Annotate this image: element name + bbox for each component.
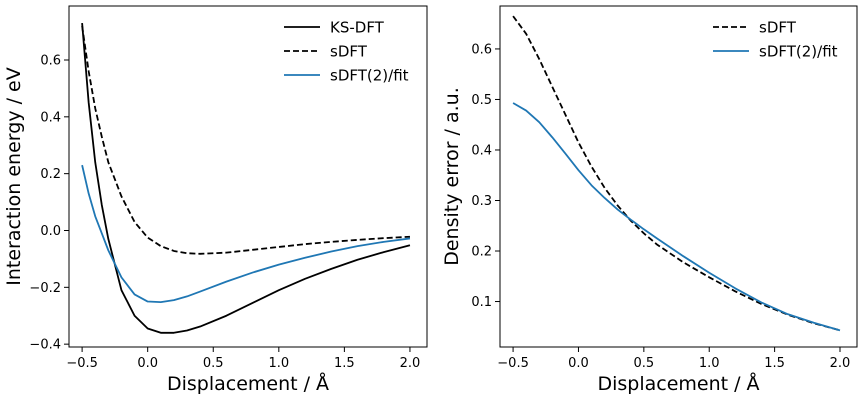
right-chart-density-error: −0.5 0.0 0.5 1.0 1.5 2.0 0.1 0.2 0.3 0.4 0.5 0.6 Dis… — [441, 5, 858, 395]
y-tick-label: 0.6 — [40, 53, 61, 68]
y-tick-label: 0.2 — [40, 167, 61, 182]
x-tick-label: 2.0 — [830, 356, 851, 371]
y-tick-label: 0.4 — [40, 110, 61, 125]
y-axis-label: Interaction energy / eV — [3, 67, 25, 286]
series-line-sdft-2-fit — [81, 164, 411, 303]
y-axis-label: Density error / a.u. — [441, 87, 463, 266]
x-tick-label: 1.0 — [268, 356, 289, 371]
plot-frame — [68, 5, 428, 348]
x-tick-label: −0.5 — [497, 356, 529, 371]
y-tick-label: 0.0 — [40, 224, 61, 239]
y-tick-label: 0.2 — [471, 245, 492, 260]
x-tick-label: 0.5 — [634, 356, 655, 371]
legend-label: sDFT — [330, 43, 368, 61]
plot-frame — [499, 5, 858, 348]
y-tick-label: 0.4 — [471, 143, 492, 158]
y-tick-label: 0.6 — [471, 42, 492, 57]
series-line-sdft-2-fit — [512, 102, 841, 332]
x-tick-label: 1.5 — [334, 356, 355, 371]
x-tick-label: 1.5 — [764, 356, 785, 371]
series-line-ks-dft — [81, 22, 411, 334]
x-tick-label: 0.5 — [203, 356, 224, 371]
legend-label: KS-DFT — [330, 19, 385, 37]
y-tick-label: −0.2 — [29, 281, 61, 296]
legend: KS-DFT sDFT sDFT(2)/fit — [284, 19, 409, 85]
y-tick-label: 0.3 — [471, 194, 492, 209]
series-line-sdft — [512, 15, 841, 332]
x-tick-label: 1.0 — [699, 356, 720, 371]
x-tick-label: 0.0 — [137, 356, 158, 371]
y-tick-label: −0.4 — [29, 338, 61, 353]
legend-label: sDFT(2)/fit — [759, 43, 838, 61]
x-axis-label: Displacement / Å — [597, 372, 759, 395]
y-tick-label: 0.1 — [471, 295, 492, 310]
series-line-sdft — [81, 25, 410, 255]
legend: sDFT sDFT(2)/fit — [713, 19, 838, 61]
x-tick-label: −0.5 — [66, 356, 98, 371]
x-axis-label: Displacement / Å — [167, 372, 329, 395]
left-chart-interaction-energy: −0.5 0.0 0.5 1.0 1.5 2.0 −0.4 −0.2 0.0 0.2 0.4 0.6 D… — [3, 5, 428, 395]
legend-label: sDFT(2)/fit — [330, 67, 409, 85]
x-tick-label: 2.0 — [400, 356, 421, 371]
x-tick-label: 0.0 — [568, 356, 589, 371]
y-tick-label: 0.5 — [471, 93, 492, 108]
legend-label: sDFT — [759, 19, 797, 37]
